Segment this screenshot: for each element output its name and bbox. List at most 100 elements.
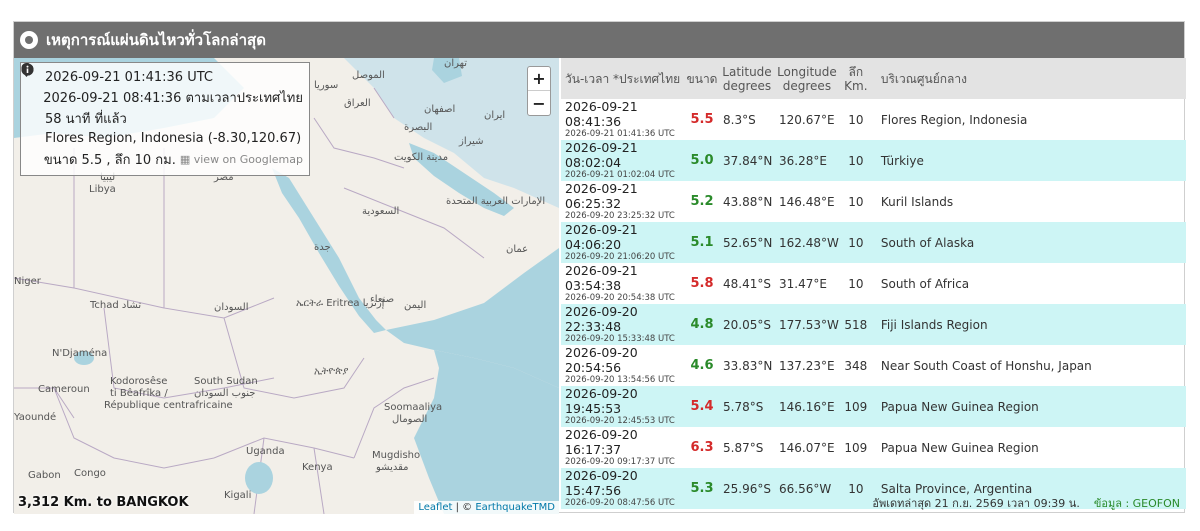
cell-region: Papua New Guinea Region xyxy=(880,399,1039,414)
table-header-row: วัน-เวลา *ประเทศไทย ขนาด Latitude degree… xyxy=(561,58,1186,99)
cell-magnitude: 5.1 xyxy=(690,235,714,250)
info-location-row: Flores Region, Indonesia (-8.30,120.67) xyxy=(21,63,303,150)
cell-magnitude: 5.4 xyxy=(690,399,714,414)
table-row[interactable]: 2026-09-21 08:02:04 2026-09-21 01:02:04 U… xyxy=(561,140,1186,181)
map-label: جدة xyxy=(314,242,331,253)
map-marker-icon xyxy=(21,63,41,146)
info-size-row: ขนาด 5.5 , ลึก 10 กม. ▦ view on Googlema… xyxy=(21,63,303,170)
cell-region: Fiji Islands Region xyxy=(880,317,988,332)
earthquake-table-area: วัน-เวลา *ประเทศไทย ขนาด Latitude degree… xyxy=(561,58,1186,514)
table-row[interactable]: 2026-09-20 20:54:56 2026-09-20 13:54:56 U… xyxy=(561,345,1186,386)
map-label: ኢትዮጵያ xyxy=(314,366,349,377)
table-row[interactable]: 2026-09-21 04:06:20 2026-09-20 21:06:20 U… xyxy=(561,222,1186,263)
table-row[interactable]: 2026-09-21 08:41:36 2026-09-21 01:41:36 U… xyxy=(561,99,1186,140)
cell-depth: 348 xyxy=(844,358,868,373)
cell-latitude: 20.05°S xyxy=(723,317,771,332)
cell-longitude: 137.23°E xyxy=(779,358,835,373)
cell-latitude: 37.84°N xyxy=(723,153,773,168)
cell-longitude: 146.07°E xyxy=(779,440,835,455)
cell-depth: 10 xyxy=(848,235,864,250)
map-label: Kenya xyxy=(302,462,333,473)
cell-magnitude: 5.5 xyxy=(690,112,714,127)
cell-latitude: 43.88°N xyxy=(723,194,773,209)
map-label: Soomaaliya xyxy=(384,402,443,413)
map-label: Uganda xyxy=(246,446,285,457)
googlemap-link-label: view on Googlemap xyxy=(193,152,303,166)
cell-longitude: 36.28°E xyxy=(779,153,827,168)
utc-time: 2026-09-20 21:06:20 UTC xyxy=(565,252,675,262)
map-label: Tchad تشاد xyxy=(90,300,142,311)
cell-depth: 10 xyxy=(848,194,864,209)
map-icon: ▦ xyxy=(179,152,191,166)
cell-depth: 10 xyxy=(848,276,864,291)
info-utc-time: 2026-09-21 01:41:36 UTC xyxy=(45,69,213,85)
cell-depth: 10 xyxy=(848,481,864,496)
map-label: Gabon xyxy=(28,470,61,481)
utc-time: 2026-09-20 09:17:37 UTC xyxy=(565,457,675,467)
map-label: صنعاء xyxy=(370,294,395,305)
cell-datetime: 2026-09-21 03:54:38 2026-09-20 20:54:38 U… xyxy=(561,263,685,304)
cell-datetime: 2026-09-20 16:17:37 2026-09-20 09:17:37 U… xyxy=(561,427,685,468)
local-time: 2026-09-21 03:54:38 xyxy=(565,263,638,293)
map-label: سوريا xyxy=(314,80,339,91)
col-latitude: Latitude degrees xyxy=(722,64,772,93)
map-label: الإمارات العربية المتحدة xyxy=(446,196,546,207)
cell-depth: 10 xyxy=(848,153,864,168)
last-updated: อัพเดทล่าสุด 21 ก.ย. 2569 เวลา 09:39 น. xyxy=(872,497,1080,510)
col-longitude: Longitude degrees xyxy=(777,64,837,93)
map-label: مدينة الكويت xyxy=(394,152,449,163)
local-time: 2026-09-20 20:54:56 xyxy=(565,345,638,375)
map-label: ኤርትራ Eritrea إرتريا xyxy=(296,298,385,309)
local-time: 2026-09-20 22:33:48 xyxy=(565,304,638,334)
map-label: الصومال xyxy=(392,414,428,425)
zoom-in-button[interactable]: + xyxy=(528,67,550,91)
earthquaketmd-link[interactable]: EarthquakeTMD xyxy=(475,502,555,513)
map-label: البصرة xyxy=(404,122,433,133)
quake-info-popup: 2026-09-21 01:41:36 UTC 2026-09-21 08:41… xyxy=(20,62,310,176)
table-footer: อัพเดทล่าสุด 21 ก.ย. 2569 เวลา 09:39 น. … xyxy=(561,494,1186,512)
table-row[interactable]: 2026-09-21 06:25:32 2026-09-20 23:25:32 U… xyxy=(561,181,1186,222)
info-size-depth: ขนาด 5.5 , ลึก 10 กม. xyxy=(43,152,176,168)
table-row[interactable]: 2026-09-20 19:45:53 2026-09-20 12:45:53 U… xyxy=(561,386,1186,427)
cell-longitude: 162.48°W xyxy=(779,235,839,250)
data-source: ข้อมูล : GEOFON xyxy=(1093,497,1180,510)
cell-longitude: 177.53°W xyxy=(779,317,839,332)
map-label: اليمن xyxy=(404,300,427,311)
map-view[interactable]: الموصل تهران سوريا العراق اصفهان ایران ا… xyxy=(14,58,559,514)
cell-magnitude: 4.6 xyxy=(690,358,714,373)
earthquake-panel: เหตุการณ์แผ่นดินไหวทั่วโลกล่าสุด xyxy=(13,21,1186,514)
distance-to-bangkok: 3,312 Km. to BANGKOK xyxy=(18,495,189,510)
cell-datetime: 2026-09-20 20:54:56 2026-09-20 13:54:56 U… xyxy=(561,345,685,386)
cell-datetime: 2026-09-21 04:06:20 2026-09-20 21:06:20 U… xyxy=(561,222,685,263)
zoom-out-button[interactable]: − xyxy=(532,93,546,113)
map-label: السعودية xyxy=(362,206,400,217)
local-time: 2026-09-21 08:41:36 xyxy=(565,99,638,129)
local-time: 2026-09-21 08:02:04 xyxy=(565,140,638,170)
table-row[interactable]: 2026-09-21 03:54:38 2026-09-20 20:54:38 U… xyxy=(561,263,1186,304)
cell-magnitude: 4.8 xyxy=(690,317,714,332)
map-label: Yaoundé xyxy=(14,412,57,423)
googlemap-link[interactable]: ▦ view on Googlemap xyxy=(180,153,303,166)
info-local-time: 2026-09-21 08:41:36 ตามเวลาประเทศไทย xyxy=(43,91,303,107)
map-label: مصر xyxy=(214,172,234,183)
local-time: 2026-09-20 16:17:37 xyxy=(565,427,638,457)
cell-depth: 518 xyxy=(844,317,868,332)
map-attribution: Leaflet | © EarthquakeTMD xyxy=(414,501,559,514)
cell-latitude: 5.78°S xyxy=(723,399,764,414)
table-row[interactable]: 2026-09-20 15:47:56 2026-09-20 08:47:56 U… xyxy=(561,468,1186,509)
cell-latitude: 48.41°S xyxy=(723,276,771,291)
col-depth: ลึก Km. xyxy=(844,64,868,93)
local-time: 2026-09-21 06:25:32 xyxy=(565,181,638,211)
cell-depth: 109 xyxy=(844,440,868,455)
leaflet-link[interactable]: Leaflet xyxy=(418,502,453,513)
cell-depth: 109 xyxy=(844,399,868,414)
map-label: Cameroun xyxy=(38,384,90,395)
col-magnitude: ขนาด xyxy=(686,71,718,86)
cell-longitude: 31.47°E xyxy=(779,276,827,291)
table-row[interactable]: 2026-09-20 16:17:37 2026-09-20 09:17:37 U… xyxy=(561,427,1186,468)
local-time: 2026-09-20 19:45:53 xyxy=(565,386,638,416)
table-row[interactable]: 2026-09-20 22:33:48 2026-09-20 15:33:48 U… xyxy=(561,304,1186,345)
cell-latitude: 8.3°S xyxy=(723,112,756,127)
zoom-control: + − xyxy=(527,66,551,116)
map-label: جنوب السودان xyxy=(194,388,256,399)
